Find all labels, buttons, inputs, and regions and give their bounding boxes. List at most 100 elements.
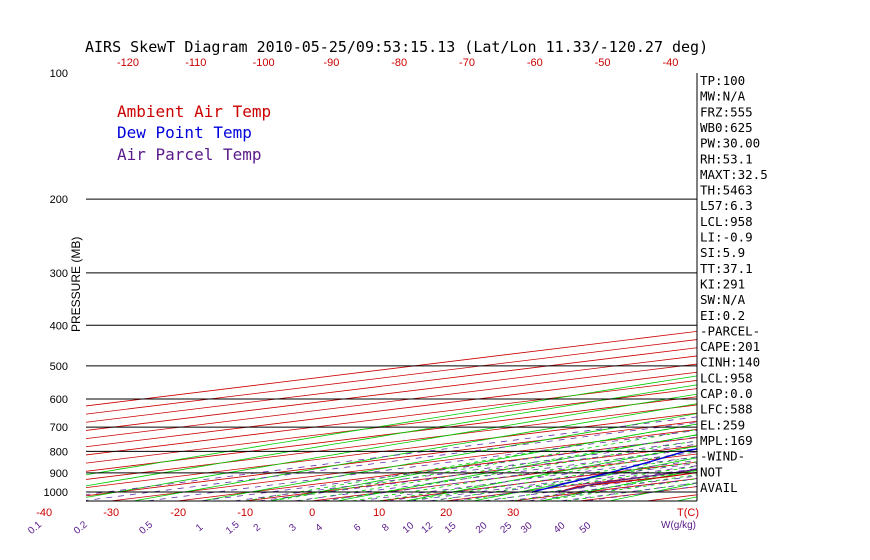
isotherm-line — [513, 478, 697, 501]
mixing-ratio-label: 0.5 — [137, 519, 155, 537]
moist-adiabat-line — [459, 465, 697, 501]
moist-adiabat-line — [513, 474, 697, 501]
mixing-ratio-label: 8 — [380, 522, 392, 534]
mixing-ratio-label: 1 — [194, 522, 206, 534]
isotherm-line — [312, 453, 697, 501]
mixing-ratio-line — [359, 456, 697, 501]
moist-adiabat-line — [325, 440, 697, 501]
index-entry: LCL:958 — [700, 370, 753, 385]
index-entry: MAXT:32.5 — [700, 167, 768, 182]
index-entry: TP:100 — [700, 73, 745, 88]
mixing-ratio-line — [452, 468, 697, 501]
top-temp-tick-label: -60 — [527, 57, 543, 69]
isotherm-line — [86, 380, 697, 456]
pressure-tick-label: 400 — [50, 320, 68, 332]
pressure-tick-label: 200 — [50, 194, 68, 206]
mixing-ratio-label: 4 — [314, 522, 326, 534]
ambient-point — [576, 485, 579, 488]
bottom-temp-tick-label: 30 — [507, 507, 519, 519]
bottom-temp-tick-label: -10 — [237, 507, 253, 519]
bottom-temp-tick-label: 0 — [309, 507, 315, 519]
index-entry: RH:53.1 — [700, 151, 753, 166]
top-temp-tick-label: -80 — [391, 57, 407, 69]
chart-title: AIRS SkewT Diagram 2010-05-25/09:53:15.1… — [85, 38, 708, 56]
mixing-ratio-label: 30 — [519, 520, 535, 536]
parcel-point — [818, 451, 820, 453]
index-entry: WB0:625 — [700, 120, 753, 135]
dewpoint-point — [646, 461, 649, 464]
pressure-tick-label: 900 — [50, 468, 68, 480]
mixing-ratio-label: 0.1 — [26, 519, 44, 537]
index-entry: KI:291 — [700, 276, 745, 291]
index-entry: EI:0.2 — [700, 308, 745, 323]
index-entry: AVAIL — [700, 480, 738, 495]
index-entry: TH:5463 — [700, 183, 753, 198]
index-entry: CAPE:201 — [700, 339, 760, 354]
moist-adiabat-line — [245, 423, 697, 501]
mixing-ratio-label: 25 — [498, 520, 514, 536]
isotherm-line — [446, 469, 697, 501]
pressure-tick-label: 600 — [50, 394, 68, 406]
mixing-ratio-line — [201, 436, 697, 501]
mixing-ratio-line — [147, 430, 697, 501]
pressure-tick-label: 800 — [50, 446, 68, 458]
mixing-ratio-label: 2 — [252, 522, 264, 534]
pressure-tick-label: 1000 — [44, 487, 68, 499]
top-temp-tick-label: -90 — [323, 57, 339, 69]
dewpoint-series-line — [532, 448, 697, 493]
y-axis-label: PRESSURE (MB) — [69, 237, 83, 332]
ambient-point — [666, 475, 668, 478]
bottom-temp-tick-label: 10 — [373, 507, 385, 519]
mixing-ratio-label: 3 — [287, 522, 299, 534]
isotherm-line — [86, 396, 697, 472]
index-entry: PW:30.00 — [700, 136, 760, 151]
isotherm-line — [86, 412, 697, 489]
dry-adiabat-line — [134, 403, 697, 501]
ambient-point — [767, 462, 769, 464]
dry-adiabat-line — [405, 445, 697, 501]
index-entry: NOT — [700, 464, 723, 479]
isotherm-line — [86, 420, 697, 497]
mixing-ratio-line — [294, 448, 697, 501]
isobars — [86, 73, 698, 502]
isotherm-line — [86, 363, 697, 440]
index-entry: EL:259 — [700, 417, 745, 432]
mixing-ratio-label: 10 — [401, 520, 417, 536]
dry-adiabat-line — [473, 457, 697, 501]
dry-adiabat-line — [201, 413, 697, 501]
mixing-ratio-line — [320, 451, 697, 501]
index-entry: -PARCEL- — [700, 323, 760, 338]
dry-adiabat-line — [814, 73, 870, 501]
index-entry: CAP:0.0 — [700, 386, 753, 401]
top-temp-tick-label: -110 — [185, 57, 206, 69]
index-entry: CINH:140 — [700, 355, 760, 370]
moist-adiabat-line — [486, 470, 697, 501]
isotherm-line — [86, 404, 697, 480]
top-temp-tick-label: -40 — [662, 57, 678, 69]
mixing-ratio-line — [258, 443, 697, 501]
bottom-temp-unit-label: T(C) — [677, 507, 699, 519]
index-entry: FRZ:555 — [700, 104, 753, 119]
mixing-ratio-unit-label: W(g/kg) — [661, 520, 696, 531]
dry-adiabat-line — [86, 393, 697, 498]
pressure-tick-label: 700 — [50, 422, 68, 434]
bottom-temp-tick-label: -30 — [103, 507, 119, 519]
legend-parcel: Air Parcel Temp — [117, 145, 262, 164]
dry-adiabat-line — [86, 375, 697, 476]
mixing-ratio-label: 20 — [474, 520, 490, 536]
isotherm-line — [86, 371, 697, 448]
top-temp-tick-label: -70 — [459, 57, 475, 69]
index-entry: SW:N/A — [700, 292, 746, 307]
bottom-temp-tick-label: 20 — [440, 507, 452, 519]
dry-adiabat-line — [541, 469, 697, 501]
pressure-tick-label: 500 — [50, 361, 68, 373]
dry-adiabat-line — [86, 384, 697, 487]
index-entry: LFC:588 — [700, 402, 753, 417]
moist-adiabat-line — [405, 456, 697, 501]
mixing-ratio-label: 12 — [419, 520, 435, 536]
isotherm-line — [86, 355, 697, 431]
mixing-ratio-label: 15 — [443, 520, 459, 536]
top-temp-tick-label: -100 — [253, 57, 275, 69]
mixing-ratio-label: 1.5 — [224, 519, 242, 537]
